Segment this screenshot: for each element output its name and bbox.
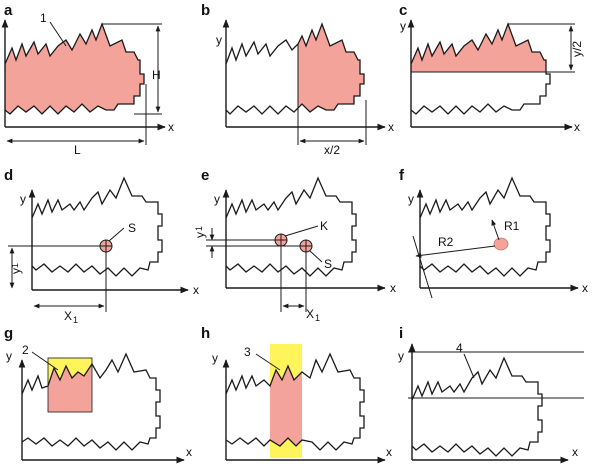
callout-2: 2 — [22, 343, 29, 357]
intersection-region — [48, 364, 92, 412]
y-axis-label: y — [400, 19, 406, 33]
particle-outline — [31, 176, 163, 277]
centroid-marker — [493, 237, 509, 251]
x1-label: X — [64, 309, 72, 323]
y-axis-label: y — [212, 351, 218, 365]
callout-1-leader — [49, 21, 67, 47]
x1-sub: 1 — [73, 315, 78, 325]
callout-1: 1 — [40, 11, 47, 25]
callout-4: 4 — [456, 341, 463, 355]
x-axis-label: x — [572, 445, 578, 459]
particle-outline — [21, 352, 161, 451]
x-axis-label: x — [574, 120, 580, 134]
particle-outline — [225, 176, 357, 277]
particle-outline — [419, 176, 551, 277]
panel-letter-b: b — [201, 2, 210, 19]
y-axis-label: y — [214, 192, 220, 206]
y1-label: y — [193, 232, 207, 238]
y-axis-label: y — [6, 349, 12, 363]
callout-2-leader — [31, 351, 59, 371]
panel-letter-c: c — [399, 2, 407, 19]
x-axis-label: x — [582, 281, 588, 295]
r2-label: R2 — [438, 235, 454, 249]
point-k-leader — [284, 225, 319, 237]
x1-sub: 1 — [315, 313, 320, 323]
panel-letter-f: f — [399, 167, 405, 184]
particle-outline — [4, 22, 145, 115]
r2-arrow — [415, 245, 496, 258]
point-s-leader — [309, 250, 323, 263]
point-k-label: K — [320, 219, 328, 233]
callout-4-leader — [463, 353, 475, 379]
x1-label: X — [306, 307, 314, 321]
panel-b: b y x x/2 — [201, 2, 394, 157]
callout-3: 3 — [244, 345, 251, 359]
callout-3-leader — [255, 353, 281, 371]
half-width-label: x/2 — [324, 143, 340, 157]
length-label: L — [74, 143, 81, 157]
panel-letter-e: e — [201, 167, 209, 184]
panel-c: c y x y/2 — [399, 2, 584, 134]
y-axis-label: y — [216, 33, 222, 47]
x-axis-label: x — [186, 445, 192, 459]
y1-sub: 1 — [10, 263, 20, 268]
strip-intersection — [270, 366, 302, 446]
particle-outline — [411, 356, 543, 457]
y-axis-label: y — [408, 192, 414, 206]
y1-sub: 1 — [194, 226, 204, 231]
point-s-label: S — [324, 257, 332, 271]
point-s-label: S — [128, 221, 136, 235]
panel-i: i y x 4 — [398, 325, 584, 464]
particle-region — [5, 24, 144, 114]
r1-arrow — [491, 219, 500, 241]
panel-e: e y x K S y 1 X 1 — [193, 167, 396, 323]
half-region — [298, 24, 364, 112]
panel-g: g y x 2 — [4, 325, 192, 464]
y1-label: y — [9, 268, 23, 274]
x-axis-label: x — [390, 281, 396, 295]
particle-outline — [410, 22, 551, 115]
y-axis-label: y — [398, 349, 404, 363]
x-axis-label: x — [388, 120, 394, 134]
particle-outline — [225, 22, 365, 115]
panel-letter-a: a — [4, 2, 13, 19]
panel-h: h y x 3 — [201, 325, 392, 464]
x-axis-label: x — [193, 283, 199, 297]
panel-letter-g: g — [4, 325, 13, 342]
height-label: H — [152, 68, 161, 82]
particle-outline — [225, 352, 365, 451]
panel-letter-h: h — [201, 325, 210, 342]
panel-a: a x H L 1 — [1, 2, 174, 157]
tangent-line — [412, 235, 433, 299]
r1-label: R1 — [504, 219, 520, 233]
half-height-label: y/2 — [570, 41, 584, 57]
panel-letter-d: d — [4, 167, 13, 184]
panel-letter-i: i — [399, 325, 403, 342]
x-axis-label: x — [168, 120, 174, 134]
y-axis-label: y — [20, 192, 26, 206]
panel-d: d y x S y 1 X 1 — [4, 167, 199, 325]
panel-f: f y x R1 R2 — [399, 167, 588, 299]
point-s-leader — [108, 227, 125, 242]
x-axis-label: x — [386, 445, 392, 459]
